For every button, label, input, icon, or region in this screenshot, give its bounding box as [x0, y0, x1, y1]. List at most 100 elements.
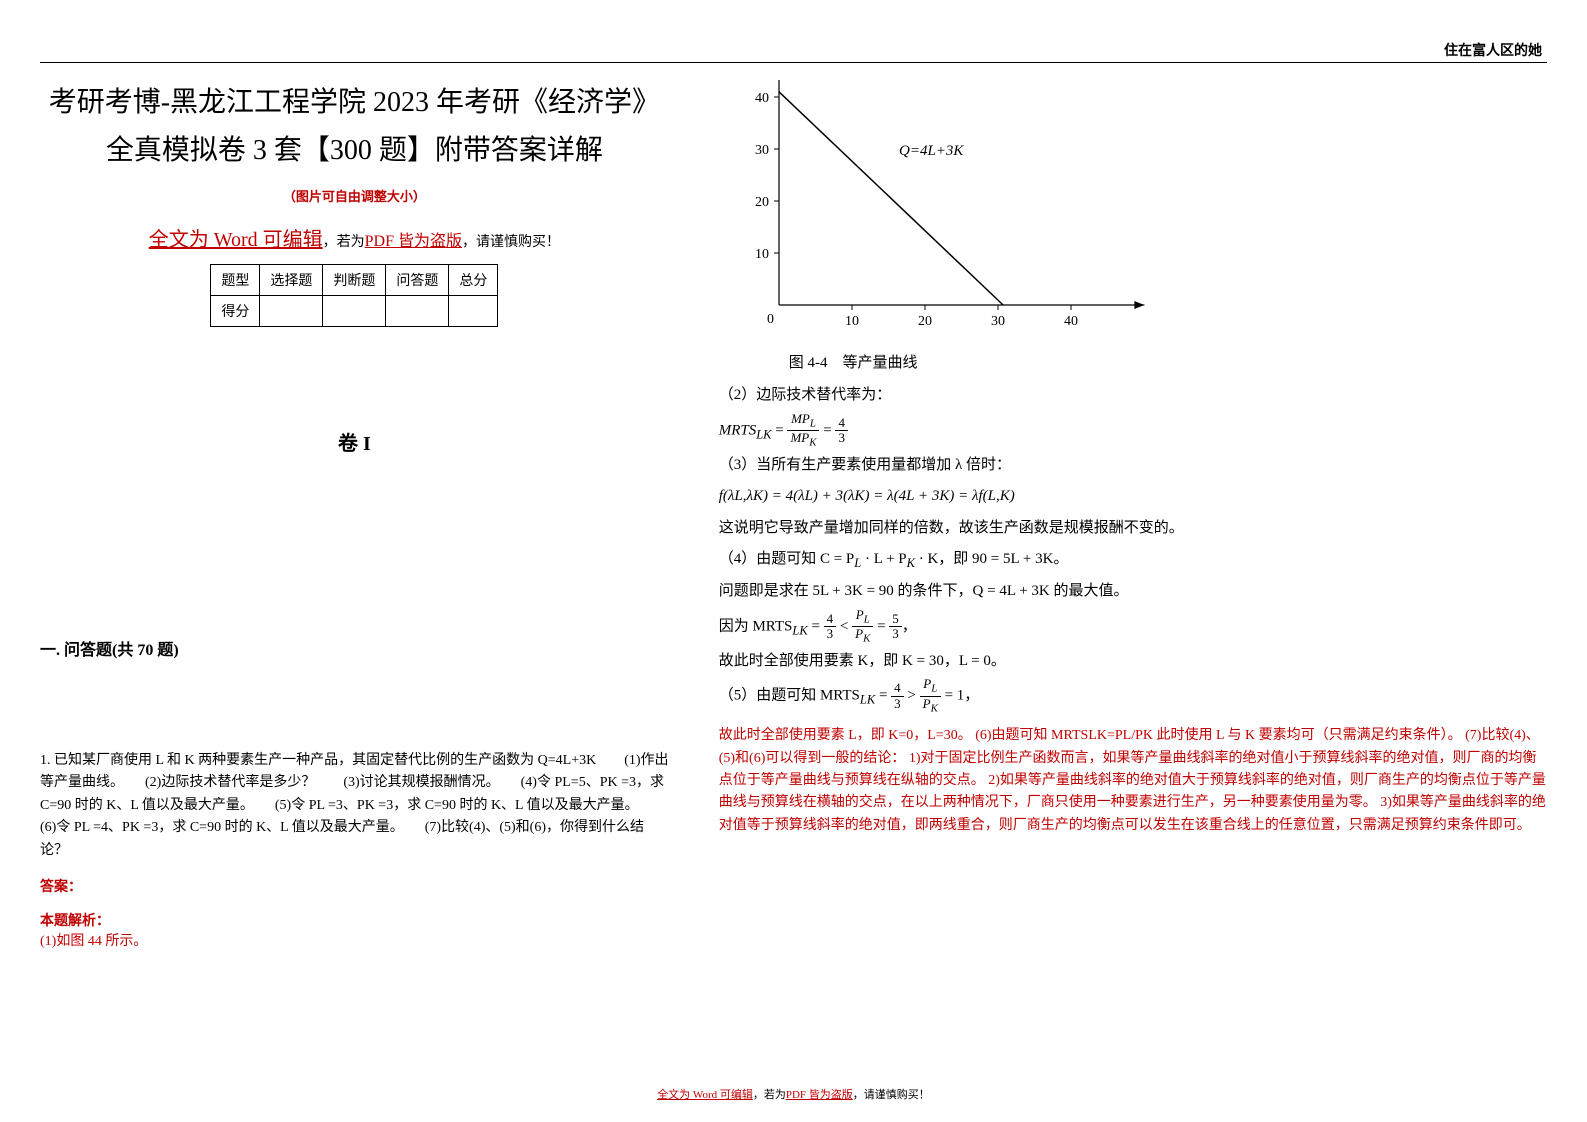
isoquant-svg: 10203040102030400LKQ=4L+3K [719, 80, 1149, 340]
warn-suffix: ，请谨慎购买！ [462, 235, 560, 250]
explain-label: 本题解析： [40, 910, 669, 930]
p4b-pre: 因为 MRTS [719, 618, 793, 634]
p4-m2: · K，即 90 = 5L + 3K。 [915, 551, 1068, 567]
mp-k: K [809, 437, 816, 449]
p4-m1: · L + P [861, 551, 906, 567]
p4-frac3: 5 3 [889, 612, 902, 642]
doc-title-line1: 考研考博-黑龙江工程学院 2023 年考研《经济学》 [40, 80, 669, 120]
footer-mid: ，若为 [753, 1089, 786, 1101]
svg-text:30: 30 [755, 143, 769, 158]
answer-label: 答案： [40, 876, 669, 896]
sol-p5: （5）由题可知 MRTSLK = 4 3 > PL PK = 1， [719, 677, 1547, 715]
f2n: P [856, 607, 864, 622]
mrts-sub: LK [756, 427, 771, 441]
mp-num: MP [791, 411, 810, 426]
top-rule [40, 62, 1547, 63]
p5f2ds: K [931, 702, 938, 714]
p5-sub: LK [860, 693, 875, 707]
svg-text:Q=4L+3K: Q=4L+3K [899, 143, 964, 159]
pdf-pirate-text: PDF 皆为盗版 [365, 233, 462, 250]
sol-p2: （2）边际技术替代率为： [719, 380, 1547, 412]
sol-mrts-eq: MRTSLK = MPL MPK = 4 3 [719, 412, 1547, 450]
cell-empty [386, 296, 449, 327]
mp-den: MP [790, 430, 809, 445]
f3d: 3 [889, 627, 902, 641]
frac-den: 3 [835, 431, 848, 445]
val-fraction: 4 3 [835, 416, 848, 446]
f1n: 4 [824, 612, 837, 627]
sol-p4: （4）由题可知 C = PL · L + PK · K，即 90 = 5L + … [719, 544, 1547, 576]
th-qa: 问答题 [386, 265, 449, 296]
th-judge: 判断题 [323, 265, 386, 296]
table-row: 题型 选择题 判断题 问答题 总分 [211, 265, 498, 296]
eq-sign: = [775, 422, 787, 438]
row-score-label: 得分 [211, 296, 260, 327]
p4-comma: ， [902, 618, 917, 634]
p4-frac1: 4 3 [824, 612, 837, 642]
table-row: 得分 [211, 296, 498, 327]
p5-frac1: 4 3 [891, 681, 904, 711]
th-total: 总分 [449, 265, 498, 296]
p4-frac2: PL PK [852, 608, 873, 646]
explain-line1: (1)如图 44 所示。 [40, 930, 669, 950]
p5f1n: 4 [891, 681, 904, 696]
f1d: 3 [824, 627, 837, 641]
p5f2n: P [923, 676, 931, 691]
p5f1d: 3 [891, 697, 904, 711]
p4-eq2: = [877, 618, 889, 634]
svg-text:40: 40 [755, 91, 769, 106]
svg-text:10: 10 [755, 247, 769, 262]
svg-text:L: L [1148, 312, 1149, 329]
f2d: P [855, 626, 863, 641]
score-table: 题型 选择题 判断题 问答题 总分 得分 [210, 264, 498, 327]
chart-caption: 图 4-4 等产量曲线 [789, 351, 1547, 372]
svg-text:20: 20 [755, 195, 769, 210]
p5-eq2: = 1， [945, 688, 980, 704]
svg-text:20: 20 [918, 314, 932, 329]
left-column: 考研考博-黑龙江工程学院 2023 年考研《经济学》 全真模拟卷 3 套【300… [40, 80, 679, 950]
p5-eq: = [879, 688, 891, 704]
sol-p4-line2: 问题即是求在 5L + 3K = 90 的条件下，Q = 4L + 3K 的最大… [719, 576, 1547, 608]
p4-a: （4）由题可知 C = P [719, 551, 855, 567]
mp-l: L [810, 417, 816, 429]
footer-suffix: ，请谨慎购买！ [853, 1089, 930, 1101]
p4b-eq: = [811, 618, 823, 634]
warn-mid: ，若为 [323, 235, 365, 250]
svg-text:30: 30 [991, 314, 1005, 329]
conclusion-text: 故此时全部使用要素 L，即 K=0，L=30。 (6)由题可知 MRTSLK=P… [719, 725, 1547, 837]
footer-word: 全文为 Word 可编辑 [657, 1089, 753, 1101]
right-column: 10203040102030400LKQ=4L+3K 图 4-4 等产量曲线 （… [709, 80, 1547, 950]
eq-sign2: = [823, 422, 835, 438]
p5f2ns: L [931, 683, 937, 695]
cell-empty [323, 296, 386, 327]
volume-label: 卷 I [40, 427, 669, 456]
svg-text:0: 0 [767, 312, 774, 327]
p5-frac2: PL PK [920, 677, 941, 715]
p4-k: K [907, 556, 915, 570]
p5f2d: P [923, 696, 931, 711]
p4-lt: < [840, 618, 852, 634]
th-choice: 选择题 [260, 265, 323, 296]
p5-gt: > [907, 688, 919, 704]
solution-text: （2）边际技术替代率为： MRTSLK = MPL MPK = 4 3 （3）当… [719, 380, 1547, 715]
sol-p3: （3）当所有生产要素使用量都增加 λ 倍时： [719, 450, 1547, 482]
doc-title-line2: 全真模拟卷 3 套【300 题】附带答案详解 [40, 128, 669, 168]
p5-pre: （5）由题可知 MRTS [719, 688, 860, 704]
cell-empty [260, 296, 323, 327]
f2ds: K [863, 633, 870, 645]
p4b-sub: LK [792, 623, 807, 637]
footer-warning: 全文为 Word 可编辑，若为PDF 皆为盗版，请谨慎购买！ [0, 1086, 1587, 1102]
f3n: 5 [889, 612, 902, 627]
f2ns: L [864, 613, 870, 625]
sol-p4-because: 因为 MRTSLK = 4 3 < PL PK = 5 3 ， [719, 608, 1547, 646]
th-type: 题型 [211, 265, 260, 296]
piracy-warning: 全文为 Word 可编辑，若为PDF 皆为盗版，请谨慎购买！ [40, 223, 669, 252]
two-column-layout: 考研考博-黑龙江工程学院 2023 年考研《经济学》 全真模拟卷 3 套【300… [40, 80, 1547, 950]
mrts-sym: MRTS [719, 422, 757, 438]
mp-fraction: MPL MPK [787, 412, 819, 450]
section-title: 一. 问答题(共 70 题) [40, 636, 669, 660]
header-author: 住在富人区的她 [1444, 40, 1542, 60]
cell-empty [449, 296, 498, 327]
svg-text:10: 10 [845, 314, 859, 329]
word-editable-text: 全文为 Word 可编辑 [149, 229, 323, 251]
